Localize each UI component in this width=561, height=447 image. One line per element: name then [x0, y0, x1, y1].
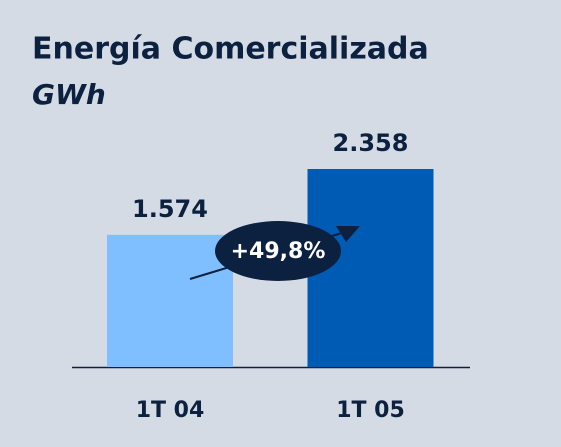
chart-subtitle: GWh — [32, 78, 106, 111]
annotation-bubble — [215, 221, 341, 281]
annotation: +49,8% — [231, 239, 326, 264]
chart-title: Energía Comercializada — [32, 32, 429, 67]
x-tick-label: 1T 05 — [336, 398, 405, 423]
value-label: 2.358 — [333, 129, 409, 157]
arrow-head — [336, 226, 360, 242]
bar — [107, 234, 233, 367]
value-label: 1.574 — [132, 195, 208, 223]
x-tick-label: 1T 04 — [136, 398, 205, 423]
